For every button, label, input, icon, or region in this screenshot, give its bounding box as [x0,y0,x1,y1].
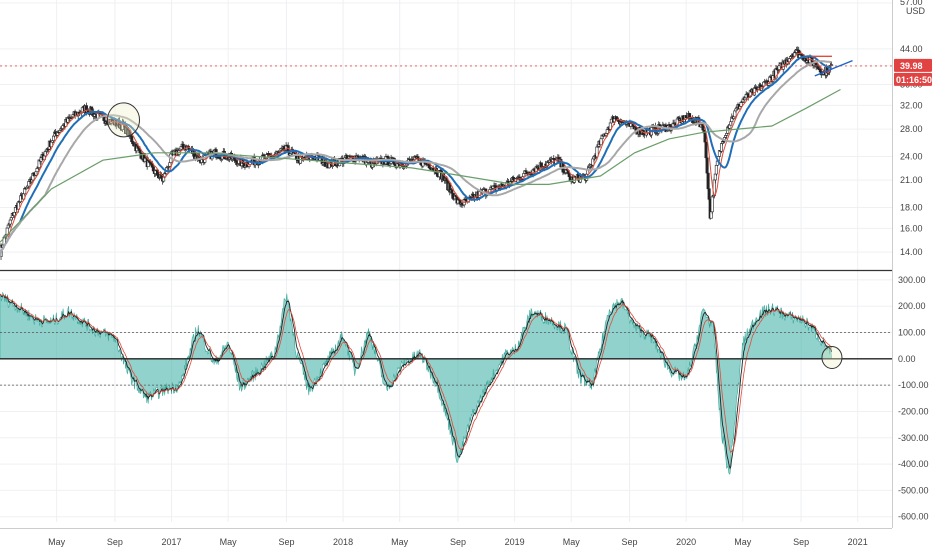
time-tick-label: 2017 [162,537,182,547]
countdown-value: 01:16:50 [896,75,932,85]
oscillator-line [0,294,833,470]
last-price-value: 39.98 [900,61,923,71]
oscillator-tick-label: 100.00 [898,328,926,338]
oscillator-tick-label: 0.00 [898,354,916,364]
time-tick-label: 2018 [333,537,353,547]
price-axis-background [892,0,932,550]
candle-body [704,141,708,159]
ma-fast-line [0,52,832,257]
time-tick-label: Sep [278,537,294,547]
candle-body [35,168,39,173]
chart-overlays [107,55,853,370]
oscillator-tick-label: 200.00 [898,301,926,311]
oscillator-tick-label: -100.00 [898,380,929,390]
price-tick-label: 14.00 [900,247,923,257]
oscillator-area [0,292,832,475]
candle-body [714,164,718,175]
trend-line-support[interactable] [814,59,853,77]
time-tick-label: Sep [622,537,638,547]
last-price-tag[interactable]: 39.98 01:16:50 [894,58,932,86]
price-panel[interactable] [0,0,932,522]
price-candle [830,61,834,66]
price-tick-label: 44.00 [900,44,923,54]
candle-body [8,219,12,225]
oscillator-tick-label: -200.00 [898,406,929,416]
oscillator-tick-label: -600.00 [898,512,929,522]
time-tick-label: 2021 [848,537,868,547]
time-tick-label: 2020 [676,537,696,547]
price-tick-label: 32.00 [900,100,923,110]
price-candle [710,194,714,215]
oscillator-panel[interactable] [0,279,892,518]
currency-label[interactable]: USD [906,6,926,16]
candle-body [830,64,834,66]
candle-body [728,124,732,129]
time-tick-label: May [220,537,238,547]
price-tick-label: 24.00 [900,151,923,161]
price-tick-label: 18.00 [900,203,923,213]
last-price-tag-bg [894,58,932,72]
countdown-tag-bg [894,72,932,86]
time-tick-label: May [563,537,581,547]
time-tick-label: Sep [793,537,809,547]
oscillator-tick-label: -500.00 [898,485,929,495]
price-tick-label: 57.00 [900,0,923,7]
candle-body [599,138,603,146]
time-tick-label: Sep [107,537,123,547]
time-tick-label: 2019 [505,537,525,547]
time-tick-label: May [391,537,409,547]
oscillator-tick-label: -300.00 [898,433,929,443]
time-tick-label: Sep [450,537,466,547]
price-tick-label: 28.00 [900,124,923,134]
highlight-circle-osc [821,346,843,370]
ma-long-line [0,88,841,243]
candle-body [710,196,714,213]
time-tick-label: May [48,537,66,547]
price-tick-label: 21.00 [900,175,923,185]
candle-body [706,172,710,190]
price-tick-label: 16.00 [900,223,923,233]
time-tick-label: May [734,537,752,547]
price-candle [714,163,718,176]
oscillator-tick-label: 300.00 [898,275,926,285]
oscillator-tick-label: -400.00 [898,459,929,469]
highlight-circle [107,102,141,138]
